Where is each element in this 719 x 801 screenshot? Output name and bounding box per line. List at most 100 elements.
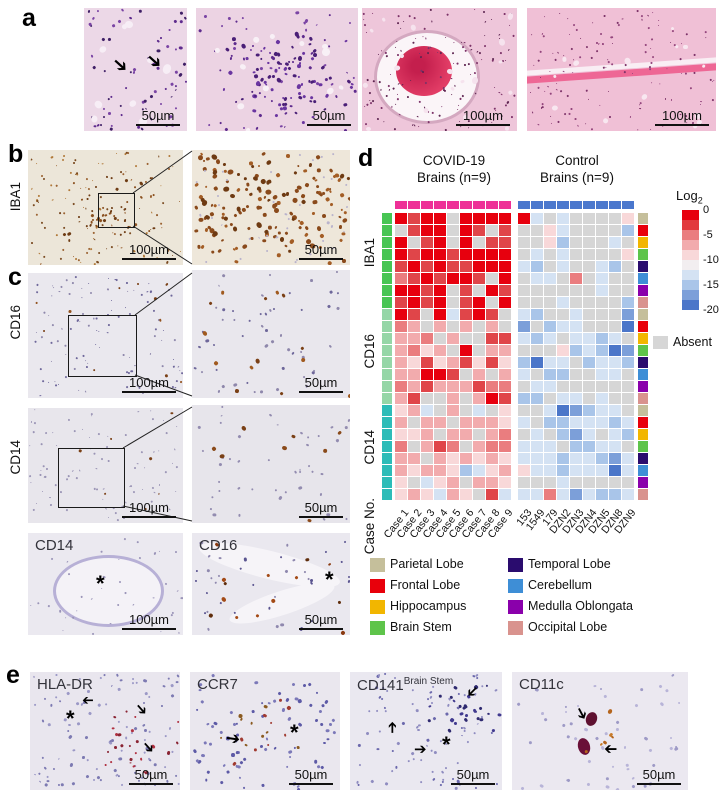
tissue-dot [491, 728, 496, 733]
tissue-dot [375, 709, 379, 713]
tissue-dot [591, 21, 593, 24]
heatmap-cell [486, 261, 498, 272]
tissue-dot [172, 358, 175, 361]
heatmap-cell [570, 405, 582, 416]
tissue-dot [160, 37, 162, 40]
heatmap-cell [596, 333, 608, 344]
heatmap-cell [557, 225, 569, 236]
image-label-cd11c: CD11c [519, 676, 564, 693]
tissue-dot [36, 283, 39, 286]
tissue-dot [107, 112, 111, 115]
tissue-dot [320, 65, 326, 71]
heatmap-cell [557, 465, 569, 476]
tissue-dot [287, 217, 290, 221]
tissue-dot [84, 186, 87, 189]
heatmap-cell [570, 429, 582, 440]
tissue-dot [281, 445, 288, 452]
tissue-dot [569, 721, 574, 725]
tissue-dot [516, 702, 521, 707]
tissue-dot [584, 750, 588, 753]
tissue-dot [198, 213, 202, 218]
heatmap-cell [447, 393, 459, 404]
heatmap-cell [408, 237, 420, 248]
tissue-dot [611, 765, 615, 769]
heatmap-cell [570, 477, 582, 488]
tissue-dot [34, 409, 36, 411]
tissue-dot [678, 701, 682, 705]
tissue-dot [296, 746, 300, 749]
tissue-dot [607, 91, 609, 93]
heatmap-cell [447, 237, 459, 248]
tissue-dot [639, 688, 643, 692]
heatmap-cell [434, 309, 446, 320]
colorbar-tick: -20 [703, 304, 719, 316]
tissue-dot [276, 52, 281, 57]
tissue-dot [452, 699, 456, 704]
tissue-dot [430, 701, 434, 704]
heatmap-cell [408, 465, 420, 476]
tissue-dot [125, 710, 128, 713]
tissue-dot [234, 388, 239, 393]
tissue-dot [209, 508, 212, 511]
tissue-dot [330, 425, 334, 429]
tissue-dot [284, 491, 287, 494]
heatmap-cell [434, 453, 446, 464]
log-label-sub: 2 [697, 195, 703, 206]
tissue-dot [135, 739, 139, 744]
ihc-image-cd16-overview: 100µm [28, 273, 183, 398]
tissue-dot [319, 722, 324, 727]
tissue-dot [362, 81, 370, 89]
tissue-dot [490, 18, 493, 21]
tissue-dot [295, 184, 303, 190]
tissue-dot [289, 97, 292, 100]
tissue-dot [217, 574, 221, 578]
heatmap-cell [518, 405, 530, 416]
heatmap-cell [557, 249, 569, 260]
tissue-dot [331, 213, 335, 217]
tissue-dot [213, 360, 219, 367]
tissue-dot [115, 673, 119, 677]
heatmap-cell [460, 237, 472, 248]
tissue-dot [615, 786, 621, 790]
heatmap-cell [486, 297, 498, 308]
tissue-dot [427, 718, 431, 722]
scale-bar-label: 100µm [128, 241, 169, 257]
tissue-dot [37, 201, 39, 203]
heatmap-cell [486, 477, 498, 488]
tissue-dot [537, 86, 540, 90]
tissue-dot [258, 113, 263, 118]
tissue-dot [258, 205, 263, 210]
scale-bar: 100µm [122, 375, 176, 393]
tissue-dot [594, 684, 597, 688]
tissue-dot [117, 518, 120, 521]
heatmap-cell [395, 237, 407, 248]
tissue-dot [286, 347, 291, 353]
colorbar-block [682, 230, 699, 240]
tissue-dot [159, 222, 163, 226]
tissue-dot [92, 65, 96, 69]
heatmap-cell [434, 273, 446, 284]
scale-bar-label: 50µm [304, 241, 338, 257]
heatmap-cell [473, 369, 485, 380]
tissue-dot [153, 227, 156, 230]
tissue-dot [44, 226, 47, 229]
heatmap-cell [518, 261, 530, 272]
heatmap-cell [544, 321, 556, 332]
tissue-dot [146, 291, 149, 293]
tissue-dot [346, 196, 350, 202]
heatmap-cell [531, 249, 543, 260]
arrow-icon: ➔ [224, 728, 242, 749]
colorbar-block [682, 210, 699, 220]
heatmap-cell [434, 357, 446, 368]
heatmap-cell [557, 429, 569, 440]
tissue-dot [343, 102, 348, 107]
tissue-dot [561, 56, 567, 62]
tissue-dot [368, 27, 374, 33]
tissue-dot [175, 88, 178, 91]
tissue-dot [473, 71, 477, 74]
heatmap-cell [499, 429, 511, 440]
tissue-dot [44, 431, 48, 435]
tissue-dot [139, 757, 143, 761]
tissue-dot [549, 115, 552, 118]
heatmap-cell [544, 309, 556, 320]
